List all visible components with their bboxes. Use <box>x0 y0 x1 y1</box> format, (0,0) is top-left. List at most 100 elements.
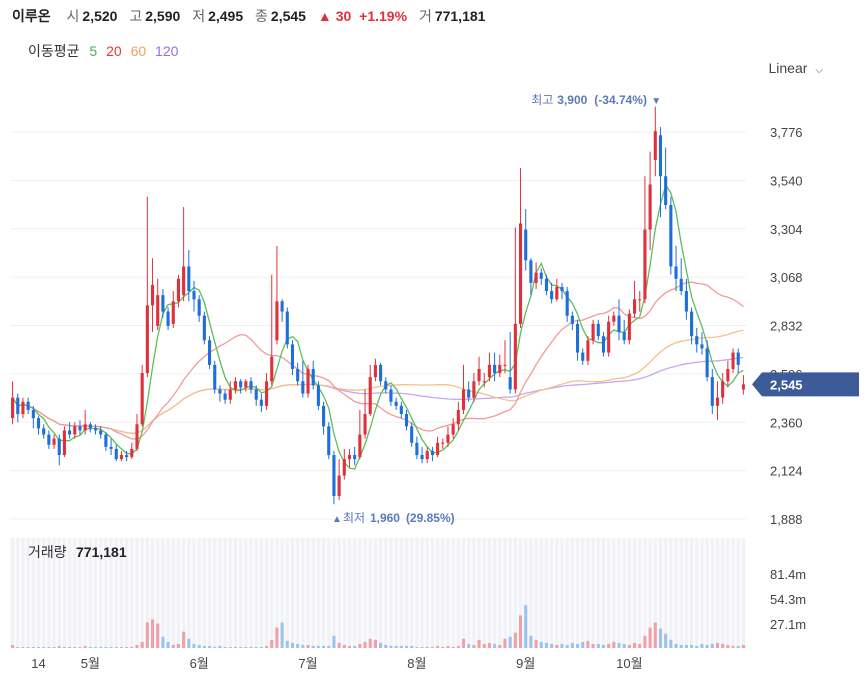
candle-body <box>669 204 673 267</box>
volume-bg-bar <box>736 538 740 648</box>
candle-body <box>674 266 678 279</box>
candle-body <box>638 299 642 301</box>
volume-bg-bar <box>539 538 543 648</box>
candle-body <box>420 455 424 460</box>
volume-bar <box>207 645 212 648</box>
volume-bg-bar <box>498 538 502 648</box>
volume-bar <box>296 643 300 648</box>
volume-bar <box>182 631 186 648</box>
volume-bar <box>669 639 673 648</box>
volume-bar <box>539 641 543 648</box>
volume-bar <box>244 646 248 648</box>
candle-body <box>575 323 580 353</box>
volume-bg-bar <box>161 538 165 648</box>
candle-body <box>83 424 87 431</box>
volume-bg-bar <box>171 538 175 648</box>
volume-bar <box>301 644 305 648</box>
candle-body <box>150 284 155 306</box>
volume-bar <box>119 646 123 648</box>
high-annotation-label: 최고 <box>531 93 553 107</box>
candle-body <box>140 373 144 425</box>
volume-bar <box>140 641 144 648</box>
volume-bg-bar <box>648 538 652 648</box>
volume-bg-bar <box>684 538 688 648</box>
x-tick-label: 14 <box>31 656 45 671</box>
volume-bg-bar <box>581 538 585 648</box>
moving-average-legend[interactable]: 이동평균 5 20 60 120 <box>28 41 183 61</box>
x-tick-label: 8월 <box>407 656 426 671</box>
candle-body <box>166 311 170 326</box>
candle-body <box>404 414 409 427</box>
candle-body <box>31 409 35 419</box>
stock-header: 이루온 시 2,520 고 2,590 저 2,495 종 2,545 ▲ 30 +1.1… <box>12 6 493 26</box>
volume-bg-bar <box>710 538 714 648</box>
candle-body <box>410 426 414 443</box>
volume-bar <box>11 644 15 648</box>
x-tick-label: 5월 <box>81 656 100 671</box>
volume-bg-bar <box>233 538 238 648</box>
volume-bg-bar <box>612 538 616 648</box>
volume-bar <box>26 646 30 648</box>
candle-body <box>508 377 512 390</box>
volume-bar <box>648 627 652 648</box>
volume-bg-bar <box>347 538 352 648</box>
volume-bg-bar <box>420 538 424 648</box>
ma-legend-title: 이동평균 <box>28 43 80 59</box>
volume-tick-label: 54.3m <box>770 592 806 607</box>
candle-body <box>550 291 554 300</box>
candle-body <box>653 131 657 160</box>
candle-body <box>47 434 51 445</box>
volume-bar <box>674 643 678 648</box>
candle-body <box>399 405 403 415</box>
candle-body <box>487 364 491 378</box>
volume-bg-bar <box>145 538 149 648</box>
volume-bg-bar <box>487 538 491 648</box>
candle-body <box>503 364 507 366</box>
volume-bg-bar <box>425 538 429 648</box>
volume-bar <box>715 642 720 648</box>
volume-bar <box>513 632 517 648</box>
volume-bar <box>658 628 663 648</box>
candle-body <box>493 364 497 374</box>
candle-body <box>337 475 341 497</box>
volume-bar <box>280 622 284 648</box>
volume-bg-bar <box>607 538 611 648</box>
volume-bar <box>223 646 227 648</box>
volume-bar <box>93 646 98 648</box>
candle-body <box>436 442 440 456</box>
volume-bar <box>415 646 419 648</box>
volume-bg-bar <box>705 538 709 648</box>
candle-body <box>254 389 258 400</box>
candle-body <box>731 352 735 369</box>
volume-bar <box>570 642 574 648</box>
volume-bg-bar <box>441 538 445 648</box>
candle-body <box>513 323 517 390</box>
scale-toggle[interactable]: Linear ⌵ <box>768 60 823 76</box>
volume-bar <box>171 644 175 648</box>
volume-bar <box>446 645 450 648</box>
volume-bg-bar <box>410 538 414 648</box>
candle-body <box>57 438 61 456</box>
volume-bar <box>42 646 46 648</box>
volume-bar <box>259 646 263 648</box>
volume-bg-bar <box>88 538 92 648</box>
candle-body <box>265 381 269 406</box>
candle-body <box>700 344 704 349</box>
candle-body <box>441 442 445 444</box>
candle-body <box>125 455 129 458</box>
volume-bg-bar <box>353 538 357 648</box>
volume-bar <box>591 643 595 648</box>
volume-bg-bar <box>461 538 466 648</box>
volume-bg-bar <box>104 538 108 648</box>
volume-bg-bar <box>306 538 310 648</box>
volume-bg-bar <box>244 538 248 648</box>
volume-bar <box>52 646 56 648</box>
candle-body <box>690 311 694 337</box>
volume-bg-bar <box>674 538 678 648</box>
candle-body <box>182 266 186 296</box>
volume-bar <box>342 644 346 648</box>
volume-bg-bar <box>275 538 279 648</box>
volume-bar <box>363 641 367 648</box>
volume-bar <box>130 646 134 648</box>
